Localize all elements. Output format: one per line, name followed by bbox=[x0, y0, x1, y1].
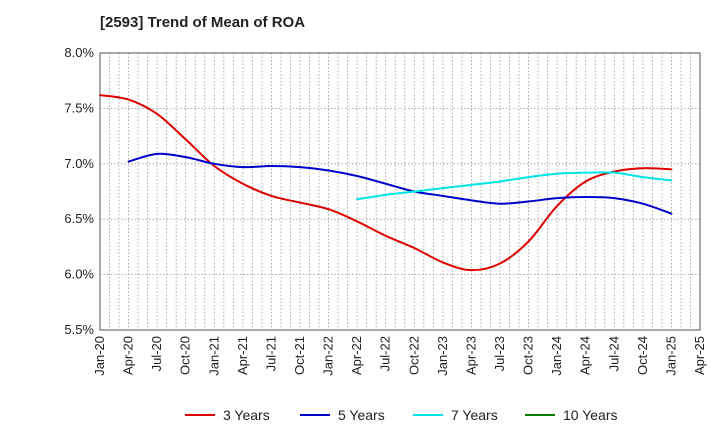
chart-title: [2593] Trend of Mean of ROA bbox=[100, 14, 306, 31]
legend-label-7-years: 7 Years bbox=[451, 407, 498, 423]
x-tick-label: Jan-21 bbox=[206, 336, 221, 376]
legend-label-5-years: 5 Years bbox=[338, 407, 385, 423]
x-tick-label: Jan-20 bbox=[92, 336, 107, 376]
x-tick-label: Jul-20 bbox=[149, 336, 164, 371]
x-tick-label: Oct-22 bbox=[406, 336, 421, 375]
x-tick-label: Jul-24 bbox=[606, 336, 621, 371]
y-tick-label: 5.5% bbox=[64, 322, 94, 337]
x-tick-label: Apr-25 bbox=[692, 336, 707, 375]
y-tick-label: 8.0% bbox=[64, 45, 94, 60]
plot-area bbox=[100, 53, 700, 330]
x-tick-label: Apr-20 bbox=[121, 336, 136, 375]
plot-border bbox=[99, 52, 701, 331]
x-tick-label: Jan-25 bbox=[663, 336, 678, 376]
x-tick-label: Jul-23 bbox=[492, 336, 507, 371]
y-tick-label: 7.0% bbox=[64, 156, 94, 171]
x-tick-label: Jul-22 bbox=[378, 336, 393, 371]
y-tick-label: 6.0% bbox=[64, 267, 94, 282]
y-tick-label: 7.5% bbox=[64, 100, 94, 115]
x-tick-label: Apr-21 bbox=[235, 336, 250, 375]
y-tick-label: 6.5% bbox=[64, 211, 94, 226]
x-tick-label: Apr-22 bbox=[349, 336, 364, 375]
x-tick-label: Apr-24 bbox=[578, 336, 593, 375]
series-line-7-years bbox=[356, 171, 673, 201]
x-tick-label: Jan-23 bbox=[435, 336, 450, 376]
series-line-3-years bbox=[99, 94, 673, 272]
x-tick-label: Oct-24 bbox=[635, 336, 650, 375]
x-tick-label: Apr-23 bbox=[463, 336, 478, 375]
x-tick-label: Oct-23 bbox=[521, 336, 536, 375]
x-tick-label: Jul-21 bbox=[263, 336, 278, 371]
legend-label-10-years: 10 Years bbox=[563, 407, 618, 423]
legend-label-3-years: 3 Years bbox=[223, 407, 270, 423]
x-tick-label: Jan-22 bbox=[321, 336, 336, 376]
x-tick-label: Jan-24 bbox=[549, 336, 564, 376]
x-tick-label: Oct-20 bbox=[178, 336, 193, 375]
series-line-5-years bbox=[127, 152, 673, 215]
x-tick-label: Oct-21 bbox=[292, 336, 307, 375]
